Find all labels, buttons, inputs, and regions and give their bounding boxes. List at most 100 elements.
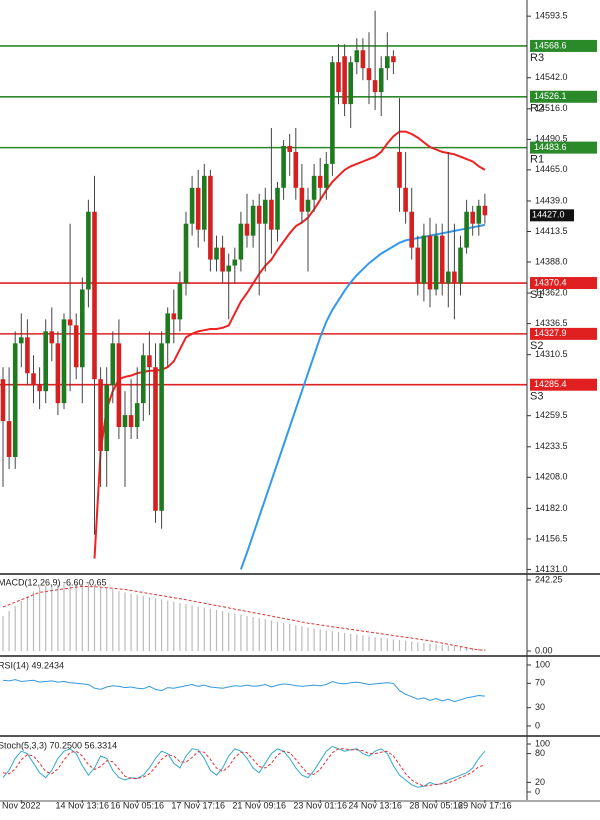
histogram-bar xyxy=(301,626,303,652)
candle-body xyxy=(55,343,61,404)
candle-body xyxy=(397,151,402,188)
y-tick-label: 14593.5 xyxy=(535,11,568,21)
candle-body xyxy=(439,235,445,284)
histogram-bar xyxy=(276,621,279,652)
level-value: 14285.4 xyxy=(534,379,567,389)
histogram-bar xyxy=(69,583,71,652)
candle-body xyxy=(446,271,451,284)
candle-body xyxy=(482,205,488,216)
y-tick-label: 80 xyxy=(535,748,545,758)
histogram-bar xyxy=(100,586,102,652)
histogram-bar xyxy=(331,631,333,652)
histogram-bar xyxy=(32,591,35,652)
y-tick-label: 14259.5 xyxy=(535,410,568,420)
y-tick-label: 14233.5 xyxy=(535,441,568,451)
histogram-bar xyxy=(264,619,266,652)
last-price-label: 14427.0 xyxy=(532,210,565,220)
histogram-bar xyxy=(234,613,236,652)
y-tick-label: 14208.0 xyxy=(535,472,568,482)
indicator-line xyxy=(2,586,485,651)
histogram-bar xyxy=(392,639,394,652)
histogram-bar xyxy=(112,589,114,652)
level-value: 14370.4 xyxy=(534,277,567,287)
histogram-bar xyxy=(289,624,291,652)
candle-body xyxy=(128,415,134,428)
candle-body xyxy=(0,379,6,422)
level-value: 14526.1 xyxy=(534,91,567,101)
y-tick-label: 0 xyxy=(535,720,540,730)
y-tick-label: 0 xyxy=(535,786,540,796)
level-name: S3 xyxy=(530,391,543,403)
histogram-bar xyxy=(154,598,157,652)
histogram-bar xyxy=(209,608,211,652)
candle-body xyxy=(37,385,42,392)
level-name: S1 xyxy=(530,289,543,301)
histogram-bar xyxy=(337,631,340,652)
histogram-bar xyxy=(167,600,169,652)
y-tick-label: 14182.0 xyxy=(535,503,568,513)
x-tick-label: 21 Nov 09:16 xyxy=(232,800,286,810)
candle-body xyxy=(427,235,433,290)
level-name: S2 xyxy=(530,340,543,352)
level-name: R3 xyxy=(530,52,544,64)
histogram-bar xyxy=(39,586,41,652)
histogram-bar xyxy=(459,646,462,652)
candle-body xyxy=(226,265,231,272)
level-box xyxy=(530,327,597,340)
histogram-bar xyxy=(20,601,22,652)
candle-body xyxy=(269,199,274,230)
candle-body xyxy=(159,343,164,511)
candle-body xyxy=(293,151,299,188)
y-tick-label: 14413.5 xyxy=(535,226,568,236)
indicator-line xyxy=(2,745,486,788)
candle-body xyxy=(61,319,67,404)
candle-body xyxy=(470,211,475,224)
histogram-bar xyxy=(380,637,382,652)
candle-body xyxy=(415,247,421,284)
candle-body xyxy=(110,343,116,386)
histogram-bar xyxy=(313,628,315,652)
histogram-bar xyxy=(466,647,468,652)
histogram-bar xyxy=(130,593,132,652)
candle-body xyxy=(98,379,103,451)
candle-body xyxy=(183,223,189,284)
histogram-bar xyxy=(87,583,89,652)
histogram-bar xyxy=(118,590,120,652)
candle-body xyxy=(43,331,48,392)
candle-body xyxy=(299,187,305,212)
candle-body xyxy=(476,205,482,224)
level-box xyxy=(530,378,597,391)
histogram-bar xyxy=(441,644,443,652)
histogram-bar xyxy=(368,636,370,652)
candle-body xyxy=(202,175,207,230)
x-tick-label: 29 Nov 17:16 xyxy=(458,800,512,810)
histogram-bar xyxy=(240,614,242,652)
candle-body xyxy=(147,355,152,368)
y-tick-label: 100 xyxy=(535,659,550,669)
histogram-bar xyxy=(106,587,108,652)
candle-body xyxy=(305,199,311,212)
histogram-bar xyxy=(423,642,425,652)
candle-body xyxy=(244,223,250,236)
y-tick-label: 14542.0 xyxy=(535,72,568,82)
y-tick-label: 70 xyxy=(535,678,545,688)
y-tick-label: 14336.5 xyxy=(535,318,568,328)
histogram-bar xyxy=(319,629,321,652)
candle-body xyxy=(378,68,384,93)
histogram-bar xyxy=(295,625,297,652)
histogram-bar xyxy=(215,609,218,652)
candle-body xyxy=(317,175,323,188)
y-tick-label: 30 xyxy=(535,702,545,712)
level-name: R2 xyxy=(530,103,544,115)
candle-body xyxy=(256,205,262,224)
x-tick-label: 24 Nov 13:16 xyxy=(348,800,402,810)
histogram-bar xyxy=(148,597,150,652)
histogram-bar xyxy=(350,633,352,652)
candle-body xyxy=(421,235,427,284)
candle-body xyxy=(452,271,457,284)
candle-body xyxy=(220,247,225,272)
histogram-bar xyxy=(307,627,309,652)
histogram-bar xyxy=(386,638,388,652)
